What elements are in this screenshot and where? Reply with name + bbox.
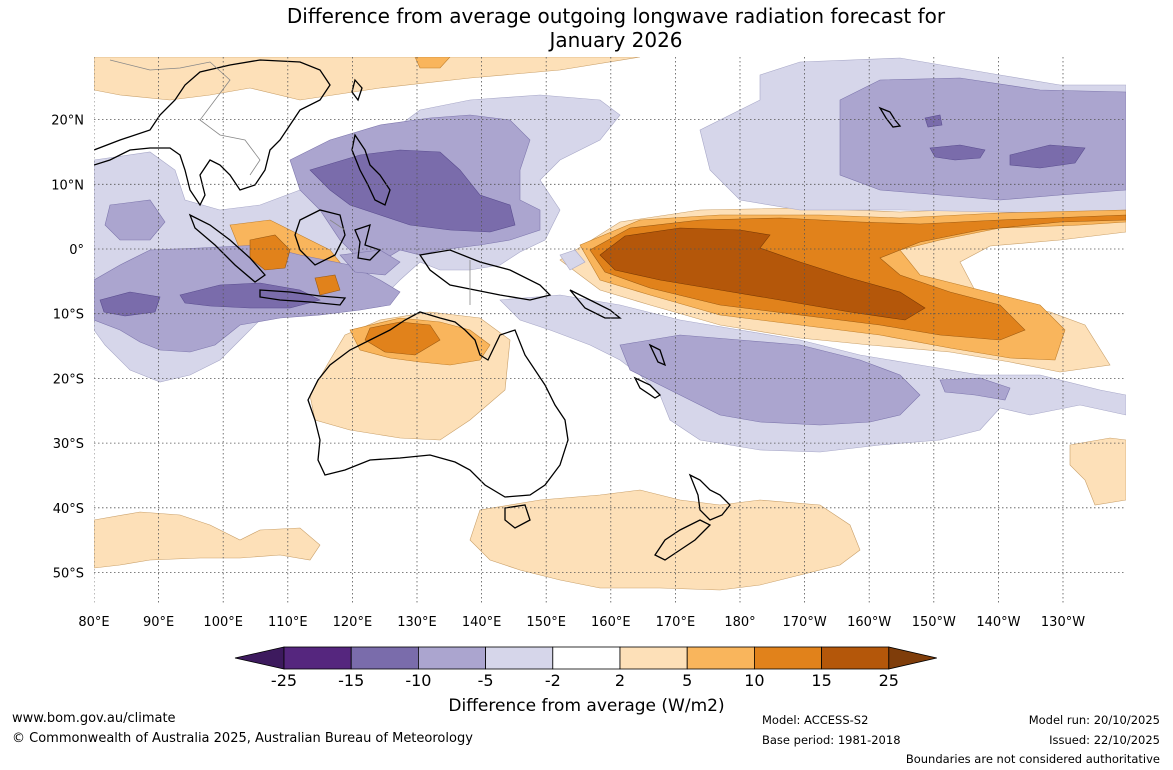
colorbar-swatch bbox=[619, 646, 688, 670]
longitude-label: 140°W bbox=[976, 615, 1020, 630]
longitude-labels: 80°E 90°E 100°E 110°E 120°E 130°E 140°E 150°E 16… bbox=[78, 615, 1085, 630]
longitude-label: 160°W bbox=[847, 615, 891, 630]
colorbar bbox=[234, 646, 937, 670]
colorbar-title: Difference from average (W/m2) bbox=[448, 696, 725, 716]
colorbar-swatch bbox=[754, 646, 823, 670]
footer-copyright: © Commonwealth of Australia 2025, Austra… bbox=[12, 731, 473, 746]
longitude-label: 130°W bbox=[1041, 615, 1085, 630]
latitude-label: 50°S bbox=[53, 567, 84, 582]
longitude-label: 130°E bbox=[397, 615, 437, 630]
philippines-outline bbox=[351, 133, 391, 206]
latitude-labels: 20°N 10°N 0° 10°S 20°S 30°S 40°S 50°S bbox=[51, 114, 84, 582]
map-title: Difference from average outgoing longwav… bbox=[0, 4, 1173, 52]
longitude-label: 110°E bbox=[268, 615, 308, 630]
colorbar-tick-label: 15 bbox=[811, 671, 832, 690]
colorbar-tick-label: -2 bbox=[544, 671, 561, 690]
longitude-label: 150°E bbox=[526, 615, 566, 630]
taiwan-outline bbox=[351, 78, 363, 102]
new-caledonia-outline bbox=[633, 376, 662, 399]
longitude-label: 120°E bbox=[333, 615, 373, 630]
latitude-label: 10°N bbox=[51, 178, 84, 193]
latitude-label: 20°S bbox=[53, 372, 84, 387]
vanuatu-outline bbox=[648, 343, 667, 367]
hawaii-outline bbox=[878, 106, 902, 128]
latitude-label: 30°S bbox=[53, 437, 84, 452]
colorbar-swatch bbox=[417, 646, 486, 670]
java-outline bbox=[259, 289, 347, 306]
footer-model: Model: ACCESS-S2 bbox=[762, 713, 869, 727]
colorbar-min-extension bbox=[234, 646, 285, 670]
longitude-label: 170°W bbox=[783, 615, 827, 630]
footer-base-period: Base period: 1981-2018 bbox=[762, 733, 901, 747]
colorbar-tick-label: -10 bbox=[405, 671, 432, 690]
solomon-islands-outline bbox=[569, 289, 622, 319]
map-area bbox=[94, 57, 1126, 603]
new-guinea-outline bbox=[418, 249, 552, 301]
colorbar-tick-label: -25 bbox=[270, 671, 298, 690]
land-borders bbox=[109, 59, 471, 305]
footer-disclaimer: Boundaries are not considered authoritat… bbox=[905, 752, 1160, 766]
latitude-label: 40°S bbox=[53, 502, 84, 517]
borneo-outline bbox=[294, 209, 346, 266]
graticule bbox=[94, 57, 1126, 603]
longitude-label: 90°E bbox=[143, 615, 174, 630]
colorbar-tick-label: 25 bbox=[878, 671, 899, 690]
latitude-label: 10°S bbox=[53, 308, 84, 323]
colorbar-swatch bbox=[350, 646, 419, 670]
footer-url[interactable]: www.bom.gov.au/climate bbox=[12, 711, 176, 726]
colorbar-swatch bbox=[552, 646, 621, 670]
latitude-label: 0° bbox=[69, 243, 84, 258]
longitude-label: 150°W bbox=[912, 615, 956, 630]
longitude-label: 100°E bbox=[203, 615, 243, 630]
colorbar-tick-label: 5 bbox=[682, 671, 693, 690]
sulawesi-outline bbox=[354, 224, 382, 261]
anomaly-positive-15-25 bbox=[599, 227, 926, 321]
latitude-label: 20°N bbox=[51, 114, 84, 129]
australia-outline bbox=[307, 311, 569, 498]
sumatra-outline bbox=[188, 213, 266, 283]
longitude-label: 180° bbox=[724, 615, 755, 630]
new-zealand-north-outline bbox=[688, 473, 731, 521]
title-line-2: January 2026 bbox=[549, 28, 683, 52]
title-line-1: Difference from average outgoing longwav… bbox=[286, 4, 946, 28]
longitude-label: 160°E bbox=[591, 615, 631, 630]
colorbar-swatch bbox=[821, 646, 890, 670]
colorbar-swatch bbox=[485, 646, 554, 670]
colorbar-tick-label: -5 bbox=[477, 671, 494, 690]
colorbar-tick-label: -15 bbox=[338, 671, 365, 690]
longitude-label: 170°E bbox=[656, 615, 696, 630]
tasmania-outline bbox=[504, 504, 531, 529]
colorbar-swatch bbox=[686, 646, 755, 670]
footer-model-run: Model run: 20/10/2025 bbox=[1028, 713, 1160, 727]
longitude-label: 140°E bbox=[462, 615, 502, 630]
longitude-label: 80°E bbox=[78, 615, 109, 630]
colorbar-swatch bbox=[283, 646, 352, 670]
colorbar-max-extension bbox=[888, 646, 937, 670]
colorbar-tick-label: 2 bbox=[614, 671, 626, 690]
asia-mainland-outline bbox=[94, 59, 331, 207]
colorbar-tick-label: 10 bbox=[744, 671, 765, 690]
footer-issued: Issued: 22/10/2025 bbox=[1049, 733, 1160, 747]
